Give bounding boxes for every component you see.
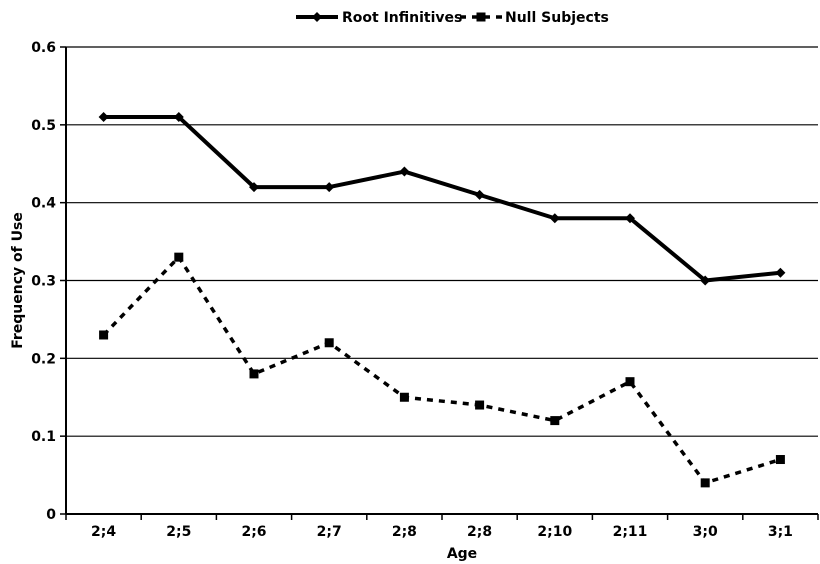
data-point-square xyxy=(399,392,409,402)
y-tick-label: 0 xyxy=(46,507,56,523)
legend-square-marker xyxy=(476,12,486,22)
gridlines xyxy=(66,46,818,437)
data-point-square xyxy=(625,377,635,387)
x-tick-label: 3;0 xyxy=(693,524,718,540)
y-tick-label: 0.1 xyxy=(31,429,56,445)
data-point-square xyxy=(324,338,334,348)
data-point-square xyxy=(550,416,560,426)
data-point-diamond xyxy=(700,275,711,286)
y-tick-label: 0.6 xyxy=(31,40,56,56)
data-point-diamond xyxy=(324,182,335,193)
legend-label: Root Infinitives xyxy=(342,10,462,26)
data-point-diamond xyxy=(173,112,184,123)
x-tick-label: 2;11 xyxy=(613,524,648,540)
series-line xyxy=(102,255,781,485)
legend-item-null-subjects: Null Subjects xyxy=(460,10,609,26)
y-tick-label: 0.2 xyxy=(31,351,56,367)
y-axis-title: Frequency of Use xyxy=(10,212,26,349)
x-tick-label: 2;8 xyxy=(467,524,492,540)
data-point-diamond xyxy=(474,189,485,200)
x-axis-title: Age xyxy=(447,546,477,562)
data-point-diamond xyxy=(399,166,410,177)
x-tick-label: 2;6 xyxy=(241,524,266,540)
legend-diamond-marker xyxy=(312,12,322,22)
data-point-diamond xyxy=(625,213,635,224)
x-tick-label: 3;1 xyxy=(768,524,793,540)
data-point-diamond xyxy=(549,213,560,224)
data-point-square xyxy=(775,455,785,465)
series-line xyxy=(103,115,781,283)
data-point-square xyxy=(700,478,710,488)
x-tick-labels: 2;4 2;5 2;6 2;7 2;8 2;8 2;10 2;11 3;0 3;1 xyxy=(91,524,793,540)
x-tick-label: 2;7 xyxy=(317,524,342,540)
data-point-square xyxy=(249,369,259,379)
y-tick-labels: 0 0.1 0.2 0.3 0.4 0.5 0.6 xyxy=(31,40,56,523)
data-point-diamond xyxy=(249,182,259,193)
series-group xyxy=(98,112,786,488)
data-point-square xyxy=(99,330,109,340)
data-point-square xyxy=(174,252,184,262)
y-tick-label: 0.5 xyxy=(31,118,56,134)
series-root-infinitives xyxy=(98,112,786,286)
x-tick-label: 2;5 xyxy=(166,524,191,540)
axes xyxy=(60,46,819,520)
data-point-square xyxy=(475,400,485,410)
y-tick-label: 0.4 xyxy=(31,196,56,212)
series-null-subjects xyxy=(99,252,785,488)
x-tick-label: 2;8 xyxy=(392,524,417,540)
x-tick-label: 2;10 xyxy=(537,524,572,540)
data-point-diamond xyxy=(775,267,786,278)
y-tick-label: 0.3 xyxy=(31,274,56,290)
legend-item-root-infinitives: Root Infinitives xyxy=(296,10,462,26)
legend: Root Infinitives Null Subjects xyxy=(296,10,609,26)
data-point-diamond xyxy=(98,112,109,123)
legend-label: Null Subjects xyxy=(505,10,609,26)
x-tick-label: 2;4 xyxy=(91,524,116,540)
